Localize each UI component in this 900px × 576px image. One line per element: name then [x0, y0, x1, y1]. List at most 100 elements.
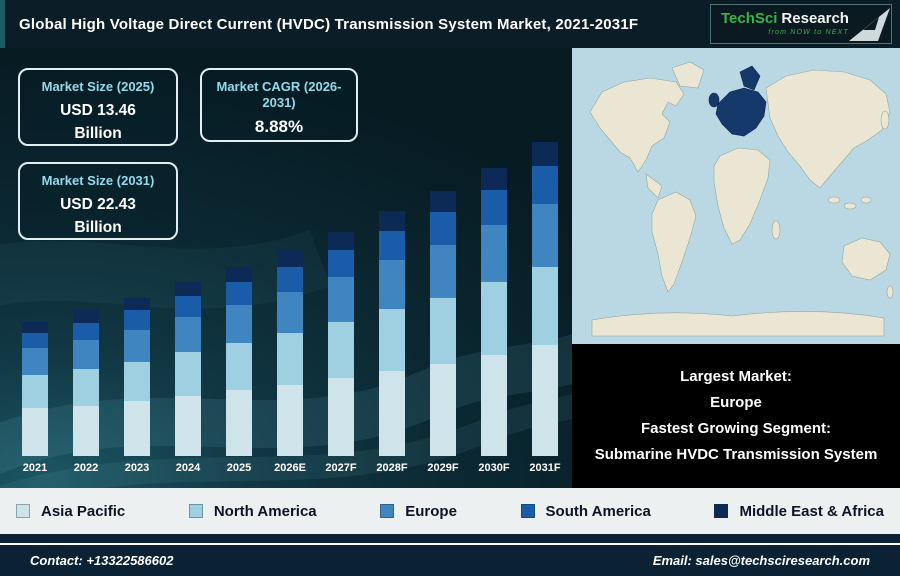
bar-segment-south-america — [73, 323, 99, 340]
stacked-bar — [379, 211, 405, 456]
map-europe-highlight — [708, 65, 767, 137]
page-title: Global High Voltage Direct Current (HVDC… — [19, 15, 639, 33]
bar-segment-north-america — [430, 297, 456, 364]
legend-label: South America — [545, 502, 651, 520]
world-map — [572, 48, 900, 344]
stacked-bar — [175, 282, 201, 456]
title-bar: Global High Voltage Direct Current (HVDC… — [0, 0, 900, 48]
legend-swatch — [714, 504, 729, 518]
legend-item-south-america: South America — [520, 502, 651, 520]
bar-segment-europe — [430, 244, 456, 298]
stat-unit: Billion — [74, 124, 122, 142]
x-axis-label: 2026E — [274, 462, 306, 474]
bar-segment-europe — [226, 304, 252, 343]
logo-brand-secondary: Research — [781, 9, 849, 27]
bar-segment-south-america — [430, 212, 456, 245]
x-axis-label: 2021 — [22, 462, 48, 474]
map-asia — [765, 69, 891, 189]
logo-brand: TechSci Research — [721, 9, 849, 28]
legend-swatch — [380, 504, 395, 518]
bar-segment-south-america — [532, 166, 558, 205]
map-australia — [841, 237, 891, 281]
bar-segment-asia-pacific — [73, 405, 99, 456]
bar-segment-south-america — [328, 250, 354, 277]
bar-segment-south-america — [277, 267, 303, 293]
market-callout: Largest Market: Europe Fastest Growing S… — [572, 344, 900, 488]
stat-unit: Billion — [74, 218, 122, 236]
bar-column-2023: 2023 — [114, 130, 160, 474]
bar-segment-asia-pacific — [175, 395, 201, 456]
x-axis-label: 2027F — [325, 462, 357, 474]
footer: Contact: +13322586602 Email: sales@techs… — [0, 534, 900, 576]
bar-segment-asia-pacific — [22, 408, 48, 456]
bar-column-2026e: 2026E — [267, 130, 313, 474]
map-africa — [713, 147, 771, 245]
legend-item-north-america: North America — [188, 503, 317, 520]
bar-segment-south-america — [175, 296, 201, 318]
bar-segment-middle-east-africa — [532, 142, 558, 167]
bar-segment-europe — [277, 292, 303, 333]
stat-value: USD 13.46 — [60, 102, 136, 120]
legend-swatch — [188, 504, 203, 518]
bar-segment-north-america — [226, 342, 252, 391]
bar-segment-north-america — [481, 282, 507, 356]
bar-segment-asia-pacific — [124, 401, 150, 456]
bar-column-2028f: 2028F — [369, 130, 415, 474]
bar-segment-north-america — [532, 267, 558, 346]
bar-segment-north-america — [328, 321, 354, 378]
legend-item-europe: Europe — [380, 503, 457, 520]
bar-segment-south-america — [124, 310, 150, 331]
map-north-america — [589, 77, 685, 173]
callout-line: Submarine HVDC Transmission System — [594, 446, 878, 463]
bar-segment-europe — [481, 225, 507, 283]
bar-segment-asia-pacific — [379, 370, 405, 456]
bar-segment-europe — [175, 317, 201, 353]
stacked-bar — [226, 267, 252, 456]
stacked-bar — [532, 142, 558, 456]
x-axis-label: 2031F — [529, 462, 561, 474]
logo-brand-primary: TechSci — [721, 9, 778, 27]
bar-column-2030f: 2030F — [471, 130, 517, 474]
bar-column-2031f: 2031F — [522, 130, 568, 474]
stacked-bar — [430, 191, 456, 456]
legend-label: Asia Pacific — [41, 502, 126, 520]
bar-segment-middle-east-africa — [124, 297, 150, 311]
bar-segment-middle-east-africa — [226, 267, 252, 283]
bar-segment-middle-east-africa — [22, 321, 48, 333]
bar-segment-north-america — [73, 369, 99, 406]
bar-segment-europe — [124, 330, 150, 363]
bar-segment-north-america — [379, 309, 405, 371]
stat-label: Market Size (2025) — [41, 79, 155, 94]
legend-item-middle-east-africa: Middle East & Africa — [714, 503, 884, 520]
stat-label: Market Size (2031) — [41, 173, 155, 188]
legend-swatch — [16, 504, 30, 518]
stacked-bar — [481, 167, 507, 456]
bar-column-2027f: 2027F — [318, 130, 364, 474]
bar-segment-asia-pacific — [226, 390, 252, 456]
x-axis-label: 2024 — [175, 462, 201, 474]
x-axis-label: 2028F — [376, 462, 408, 474]
bar-column-2029f: 2029F — [420, 130, 466, 474]
stat-market-size-2031: Market Size (2031) USD 22.43 Billion — [18, 162, 178, 240]
callout-line: Europe — [710, 394, 762, 411]
bar-segment-south-america — [22, 332, 48, 349]
bar-column-2025: 2025 — [216, 130, 262, 474]
bar-segment-north-america — [277, 332, 303, 385]
stat-market-size-2025: Market Size (2025) USD 13.46 Billion — [18, 68, 178, 146]
bar-segment-europe — [22, 348, 48, 375]
logo-tagline: from NOW to NEXT — [768, 29, 849, 37]
stat-label: Market CAGR (2026-2031) — [216, 79, 342, 111]
bar-segment-north-america — [175, 352, 201, 396]
bar-chart: 2021 2022 2023 2024 2025 2026E 2027F 2028F 2029F… — [12, 130, 568, 474]
legend: Asia Pacific North America Europe South Ame… — [0, 488, 900, 534]
stacked-bar — [328, 232, 354, 456]
map-south-america — [651, 191, 697, 293]
map-greenland — [671, 61, 705, 89]
footer-contact: Contact: +13322586602 — [30, 553, 174, 568]
techsci-logo: TechSci Research from NOW to NEXT — [710, 4, 892, 44]
stacked-bar — [22, 321, 48, 456]
stacked-bar — [277, 250, 303, 456]
legend-item-asia-pacific: Asia Pacific — [16, 503, 125, 520]
bar-segment-south-america — [379, 230, 405, 261]
